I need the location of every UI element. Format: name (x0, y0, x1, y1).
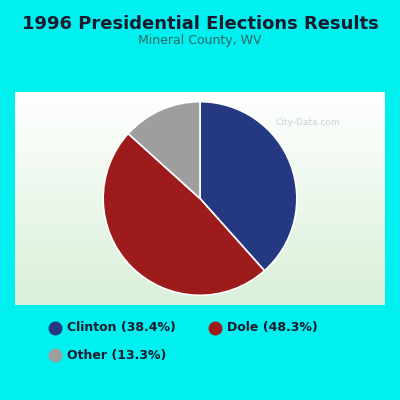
Text: Clinton (38.4%): Clinton (38.4%) (67, 322, 176, 334)
Text: 1996 Presidential Elections Results: 1996 Presidential Elections Results (22, 15, 378, 33)
Wedge shape (200, 102, 297, 271)
Text: Mineral County, WV: Mineral County, WV (138, 34, 262, 47)
Wedge shape (103, 134, 264, 295)
Text: Dole (48.3%): Dole (48.3%) (227, 322, 318, 334)
Text: City-Data.com: City-Data.com (276, 118, 341, 126)
Wedge shape (128, 102, 200, 198)
Text: Other (13.3%): Other (13.3%) (67, 348, 166, 362)
